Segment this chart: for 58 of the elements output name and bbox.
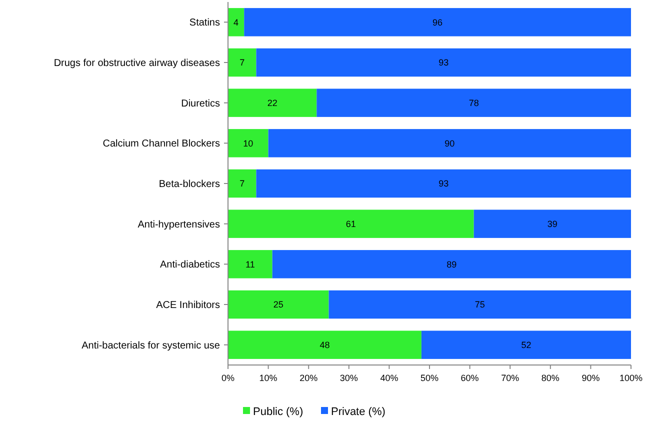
x-tick-label: 80% bbox=[541, 373, 560, 383]
bar bbox=[421, 330, 631, 359]
data-label: 93 bbox=[438, 178, 449, 189]
bar bbox=[474, 210, 631, 238]
bar bbox=[228, 88, 317, 117]
x-tick-label: 0% bbox=[221, 373, 235, 383]
x-tick-label: 70% bbox=[501, 373, 520, 383]
bar bbox=[228, 169, 256, 198]
y-tick-label: Calcium Channel Blockers bbox=[102, 138, 220, 150]
data-label: 22 bbox=[267, 98, 278, 108]
y-tick-label: Diuretics bbox=[181, 98, 220, 110]
x-tick-label: 100% bbox=[619, 373, 643, 383]
x-tick-label: 60% bbox=[460, 373, 479, 383]
bar bbox=[228, 290, 329, 319]
y-tick-label: Drugs for obstructive airway diseases bbox=[54, 58, 220, 69]
x-tick-label: 50% bbox=[420, 373, 439, 383]
bar bbox=[228, 8, 244, 36]
bar bbox=[228, 48, 256, 77]
bar bbox=[316, 88, 631, 117]
bar bbox=[228, 210, 474, 238]
y-tick-label: Statins bbox=[189, 18, 220, 29]
legend-label: Public (%) bbox=[253, 406, 304, 418]
legend-label: Private (%) bbox=[331, 406, 386, 418]
data-label: 61 bbox=[346, 218, 356, 229]
y-tick-label: ACE Inhibitors bbox=[156, 300, 220, 311]
y-tick-label: Anti-hypertensives bbox=[138, 219, 220, 230]
data-label: 93 bbox=[438, 58, 449, 68]
bar bbox=[244, 8, 631, 36]
x-tick-label: 20% bbox=[300, 373, 318, 383]
x-tick-label: 90% bbox=[582, 373, 600, 383]
x-tick-label: 30% bbox=[340, 373, 358, 383]
data-label: 48 bbox=[320, 340, 330, 350]
bar bbox=[272, 250, 631, 278]
bar bbox=[328, 290, 631, 319]
data-label: 78 bbox=[468, 98, 479, 108]
data-label: 89 bbox=[446, 259, 457, 270]
data-label: 10 bbox=[243, 138, 254, 148]
bar bbox=[228, 250, 272, 278]
data-label: 7 bbox=[240, 178, 245, 189]
data-label: 11 bbox=[245, 259, 255, 270]
data-label: 4 bbox=[234, 17, 239, 28]
data-label: 7 bbox=[240, 58, 245, 68]
data-label: 25 bbox=[273, 300, 284, 310]
x-tick-label: 10% bbox=[259, 373, 278, 383]
data-label: 75 bbox=[474, 300, 485, 310]
data-label: 52 bbox=[521, 340, 532, 350]
bar bbox=[256, 48, 631, 77]
y-tick-label: Anti-bacterials for systemic use bbox=[82, 340, 220, 352]
bar bbox=[228, 129, 268, 158]
bar bbox=[228, 330, 422, 359]
y-tick-label: Beta-blockers bbox=[158, 179, 220, 190]
bar bbox=[256, 169, 631, 198]
y-tick-label: Anti-diabetics bbox=[160, 260, 220, 271]
data-label: 96 bbox=[432, 17, 443, 28]
data-label: 39 bbox=[547, 218, 558, 229]
x-tick-label: 40% bbox=[380, 373, 398, 383]
bar bbox=[268, 129, 631, 158]
data-label: 90 bbox=[444, 138, 455, 148]
